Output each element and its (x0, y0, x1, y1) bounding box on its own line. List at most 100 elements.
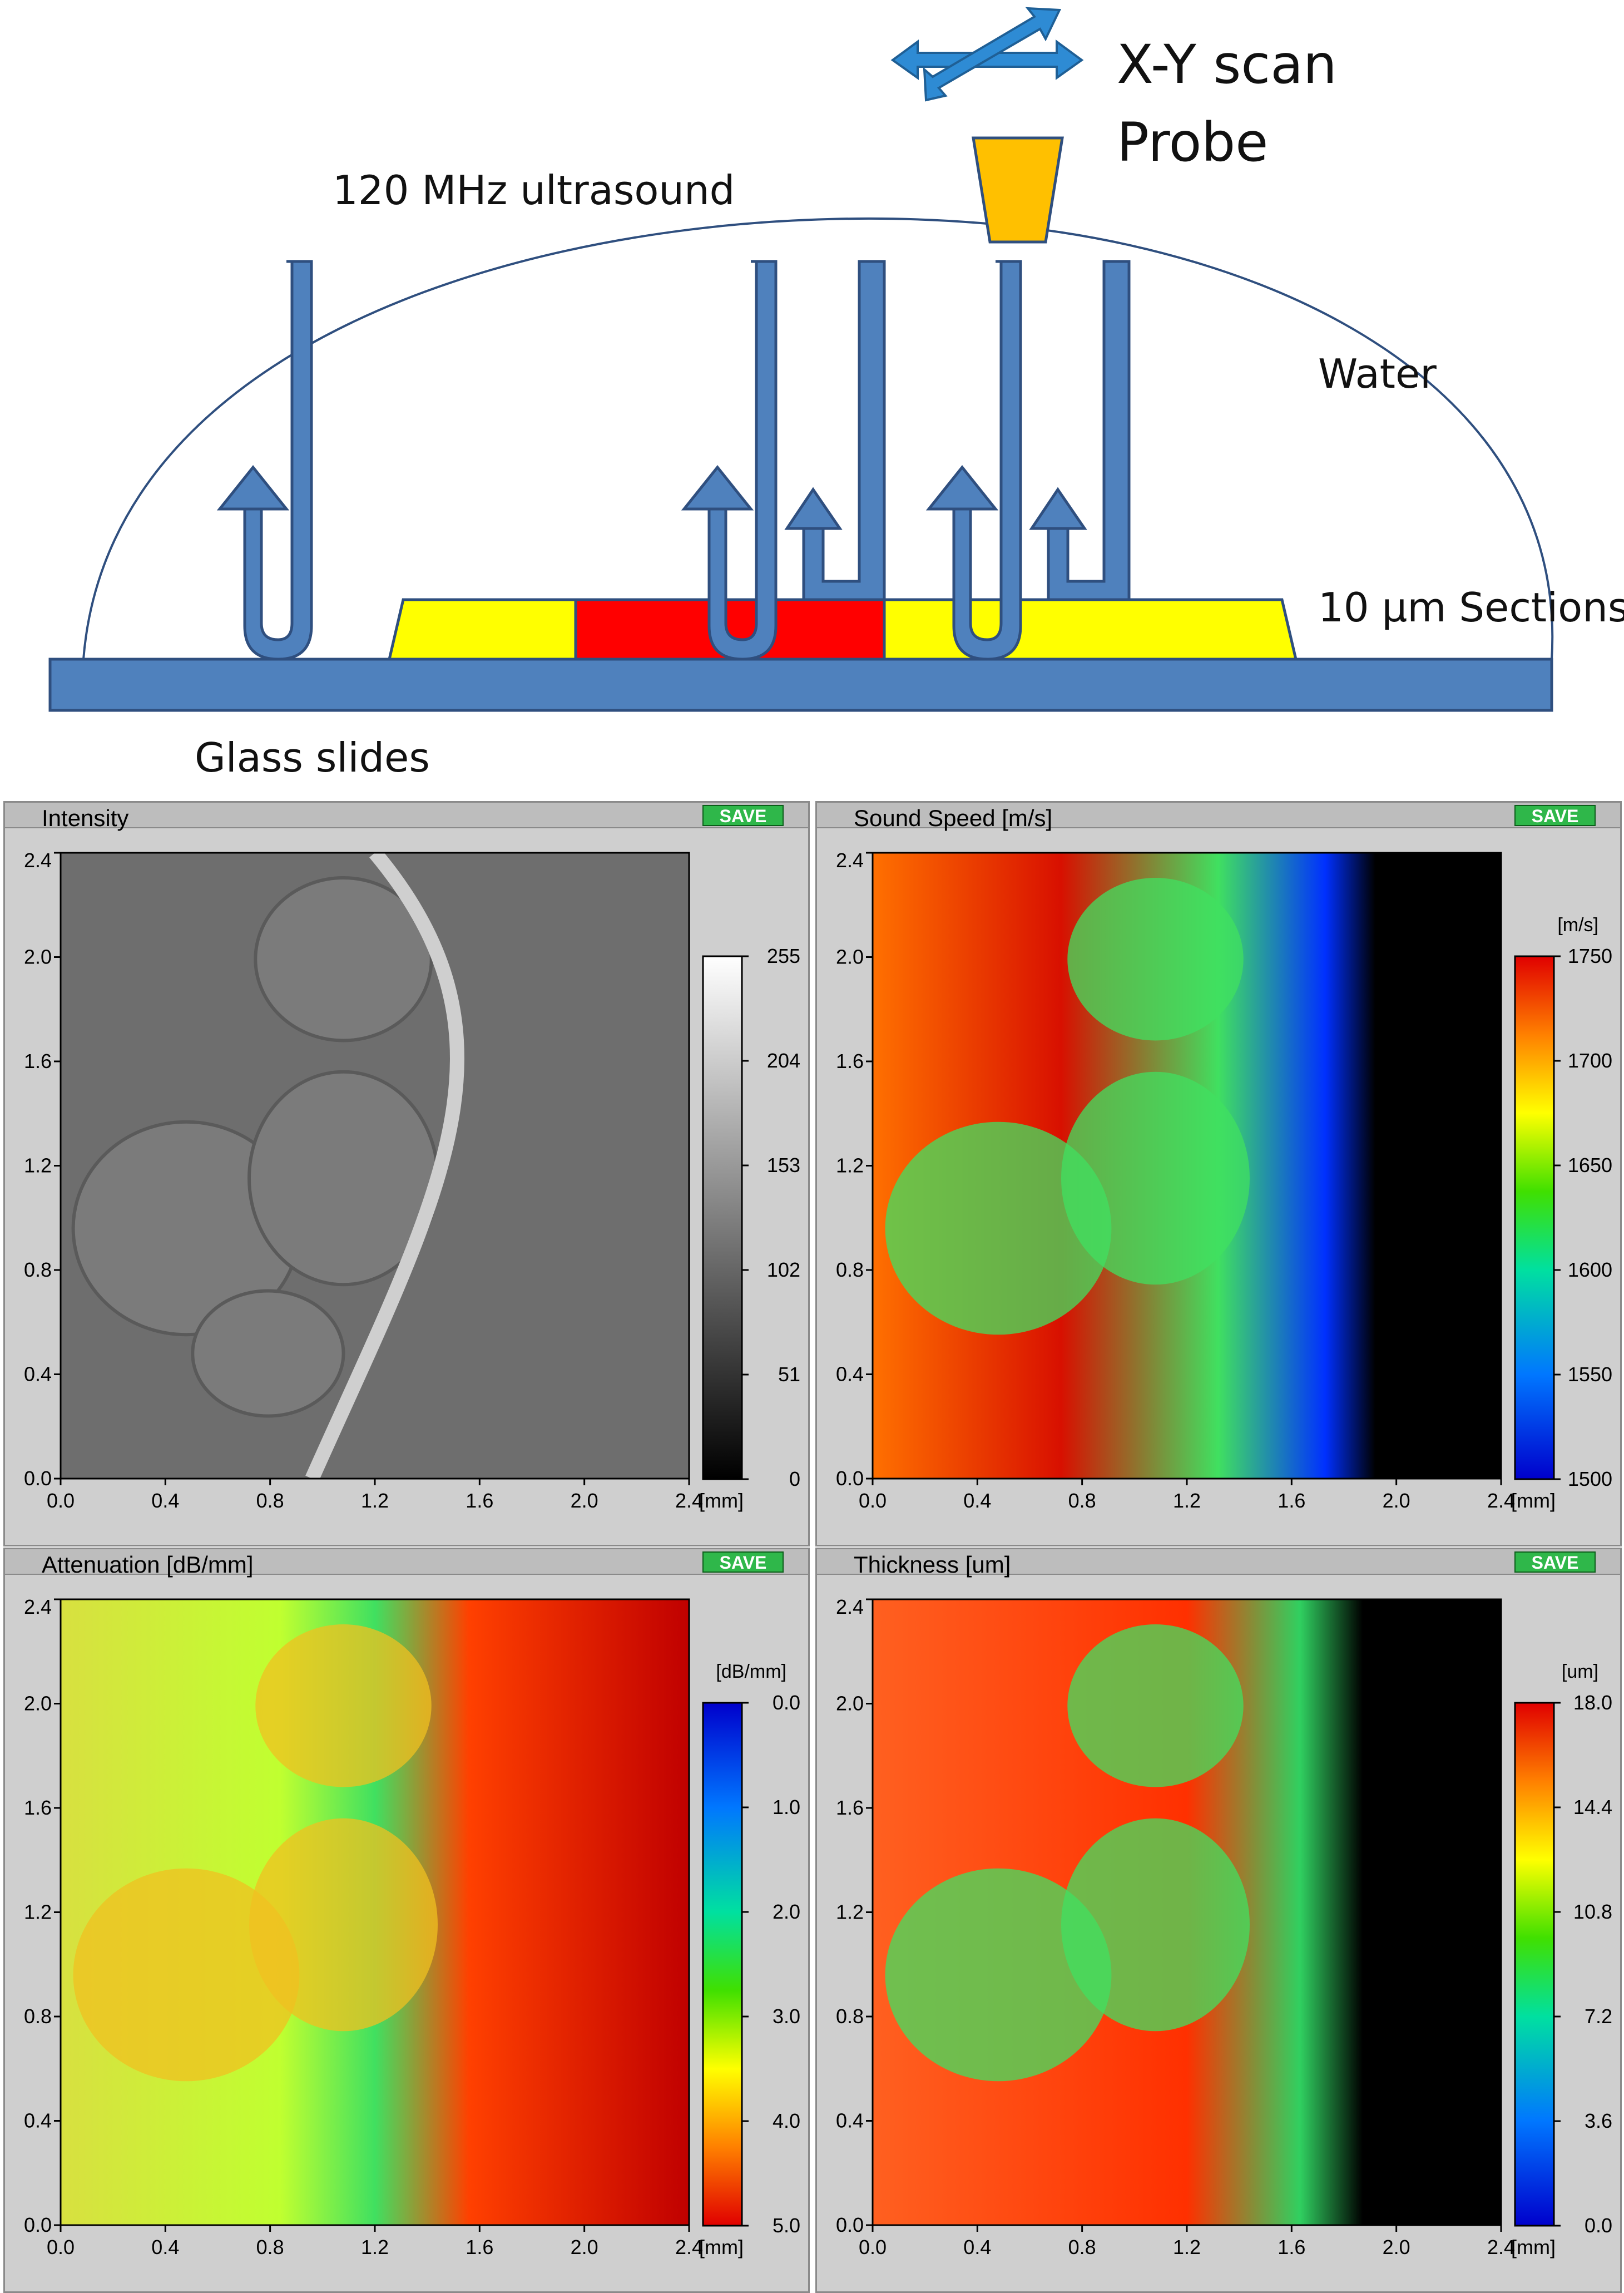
x-unit-label: [mm] (1511, 1489, 1556, 1512)
color-scale-bar (702, 955, 743, 1480)
x-tick-label: 0.0 (47, 2236, 75, 2259)
x-tick-label: 0.8 (1068, 2236, 1096, 2259)
color-scale-bar (1514, 1702, 1555, 2227)
color-scale-bar (702, 1702, 743, 2227)
scale-tick-label: 4.0 (773, 2109, 800, 2132)
save-button[interactable]: SAVE (702, 1551, 784, 1573)
x-tick-label: 1.2 (1173, 1489, 1201, 1512)
section-yellow-right (883, 598, 1298, 661)
tissue-lobule (885, 1121, 1112, 1335)
y-tick-label: 2.0 (836, 1692, 864, 1715)
reflection-arrow-1 (216, 260, 313, 661)
y-tick-label: 0.8 (24, 2005, 52, 2028)
y-tick-label: 0.8 (836, 1258, 864, 1281)
intensity-map: 0.0 0.4 0.8 1.2 1.6 2.0 2.4[mm]0.00.40.81.21.6… (24, 848, 800, 1512)
y-tick-label: 0.4 (836, 1363, 864, 1386)
panel-title: Attenuation [dB/mm] (42, 1551, 254, 1578)
water-label: Water (1318, 350, 1437, 397)
save-button[interactable]: SAVE (1514, 1551, 1596, 1573)
x-tick-label: 0.4 (963, 2236, 991, 2259)
y-tick-label: 0.8 (24, 1258, 52, 1281)
x-tick-label: 0.0 (859, 2236, 887, 2259)
scale-tick-label: 1550 (1568, 1363, 1612, 1386)
scale-tick-label: 1.0 (773, 1796, 800, 1818)
tissue-lobule (255, 1624, 432, 1787)
scale-tick-label: 153 (767, 1154, 800, 1177)
y-tick-label: 1.2 (24, 1154, 52, 1177)
x-tick-label: 2.4 (1487, 2236, 1515, 2259)
y-tick-label: 0.8 (836, 2005, 864, 2028)
sound-speed-map: 0.0 0.4 0.8 1.2 1.6 2.0 2.4[mm]0.00.40.81.21.6… (836, 849, 1612, 1512)
reflection-arrow-5 (1029, 260, 1131, 601)
y-tick-label: 1.2 (836, 1901, 864, 1924)
x-tick-label: 2.4 (675, 2236, 703, 2259)
y-tick-label: 0.0 (836, 2213, 864, 2236)
map-image (873, 853, 1501, 1479)
panel-titlebar: Sound Speed [m/s] SAVE (817, 803, 1620, 831)
y-tick-label: 2.4 (24, 1595, 52, 1618)
x-tick-label: 1.2 (361, 1489, 389, 1512)
map-image (873, 1599, 1501, 2225)
probe-label: Probe (1117, 111, 1269, 174)
x-tick-label: 0.8 (256, 1489, 284, 1512)
x-tick-label: 1.6 (1278, 2236, 1305, 2259)
x-tick-label: 1.6 (1278, 1489, 1305, 1512)
tissue-edge (305, 848, 464, 1482)
scale-tick-label: 102 (767, 1258, 800, 1281)
scale-tick-label: 1600 (1568, 1258, 1612, 1281)
attenuation-panel: Attenuation [dB/mm] SAVE 0.0 0.4 0.8 1.2 1.6… (3, 1548, 810, 2293)
x-tick-label: 0.0 (859, 1489, 887, 1512)
save-button[interactable]: SAVE (702, 805, 784, 826)
tissue-lobule (885, 1868, 1112, 2082)
y-tick-label: 2.0 (24, 1692, 52, 1715)
scale-tick-label: 1750 (1568, 945, 1612, 967)
scale-tick-label: 3.0 (773, 2005, 800, 2028)
probe-shape (972, 136, 1064, 244)
panel-title: Thickness [um] (854, 1551, 1011, 1578)
panel-title: Sound Speed [m/s] (854, 805, 1053, 831)
save-button[interactable]: SAVE (1514, 805, 1596, 826)
y-tick-label: 2.0 (24, 946, 52, 968)
y-tick-label: 1.2 (24, 1901, 52, 1924)
color-scale-bar (1514, 955, 1555, 1480)
glass-slide (48, 658, 1553, 712)
xy-scan-label: X-Y scan (1117, 33, 1337, 96)
y-tick-label: 1.6 (836, 1050, 864, 1073)
y-tick-label: 2.4 (836, 849, 864, 872)
x-tick-label: 2.4 (675, 1489, 703, 1512)
sections-label: 10 µm Sections (1318, 584, 1624, 631)
x-tick-label: 2.0 (571, 1489, 598, 1512)
tissue-lobule (249, 1818, 438, 2032)
tissue-lobule (191, 1289, 345, 1418)
y-tick-label: 0.4 (836, 2109, 864, 2132)
scale-tick-label: 255 (767, 945, 800, 967)
x-tick-label: 1.2 (361, 2236, 389, 2259)
tissue-lobule (254, 876, 433, 1042)
panel-titlebar: Thickness [um] SAVE (817, 1549, 1620, 1578)
glass-slides-label: Glass slides (195, 734, 430, 781)
scale-unit-label: [um] (1562, 1661, 1598, 1682)
scale-tick-label: 18.0 (1573, 1691, 1612, 1714)
y-tick-label: 1.6 (24, 1796, 52, 1819)
x-tick-label: 0.8 (256, 2236, 284, 2259)
scale-tick-label: 1700 (1568, 1049, 1612, 1072)
scale-tick-label: 10.8 (1573, 1900, 1612, 1923)
x-tick-label: 0.4 (963, 1489, 991, 1512)
xy-scan-arrows (890, 7, 1084, 102)
section-yellow-left (387, 598, 577, 661)
y-tick-label: 1.6 (24, 1050, 52, 1073)
x-tick-label: 0.0 (47, 1489, 75, 1512)
tissue-lobule (73, 1868, 300, 2082)
attenuation-map: 0.0 0.4 0.8 1.2 1.6 2.0 2.4[mm]0.00.40.81.21.6… (24, 1595, 800, 2259)
tissue-lobule (1061, 1818, 1250, 2032)
x-tick-label: 2.4 (1487, 1489, 1515, 1512)
scale-tick-label: 7.2 (1585, 2005, 1612, 2028)
reflection-arrow-3 (784, 260, 886, 601)
panel-titlebar: Intensity SAVE (5, 803, 808, 831)
tissue-lobule (1067, 1624, 1244, 1787)
sound-speed-panel: Sound Speed [m/s] SAVE 0.0 0.4 0.8 1.2 1.6 2.… (815, 801, 1622, 1546)
x-tick-label: 1.6 (466, 2236, 493, 2259)
x-tick-label: 1.2 (1173, 2236, 1201, 2259)
scale-tick-label: 204 (767, 1049, 800, 1072)
scale-tick-label: 0 (789, 1467, 800, 1490)
